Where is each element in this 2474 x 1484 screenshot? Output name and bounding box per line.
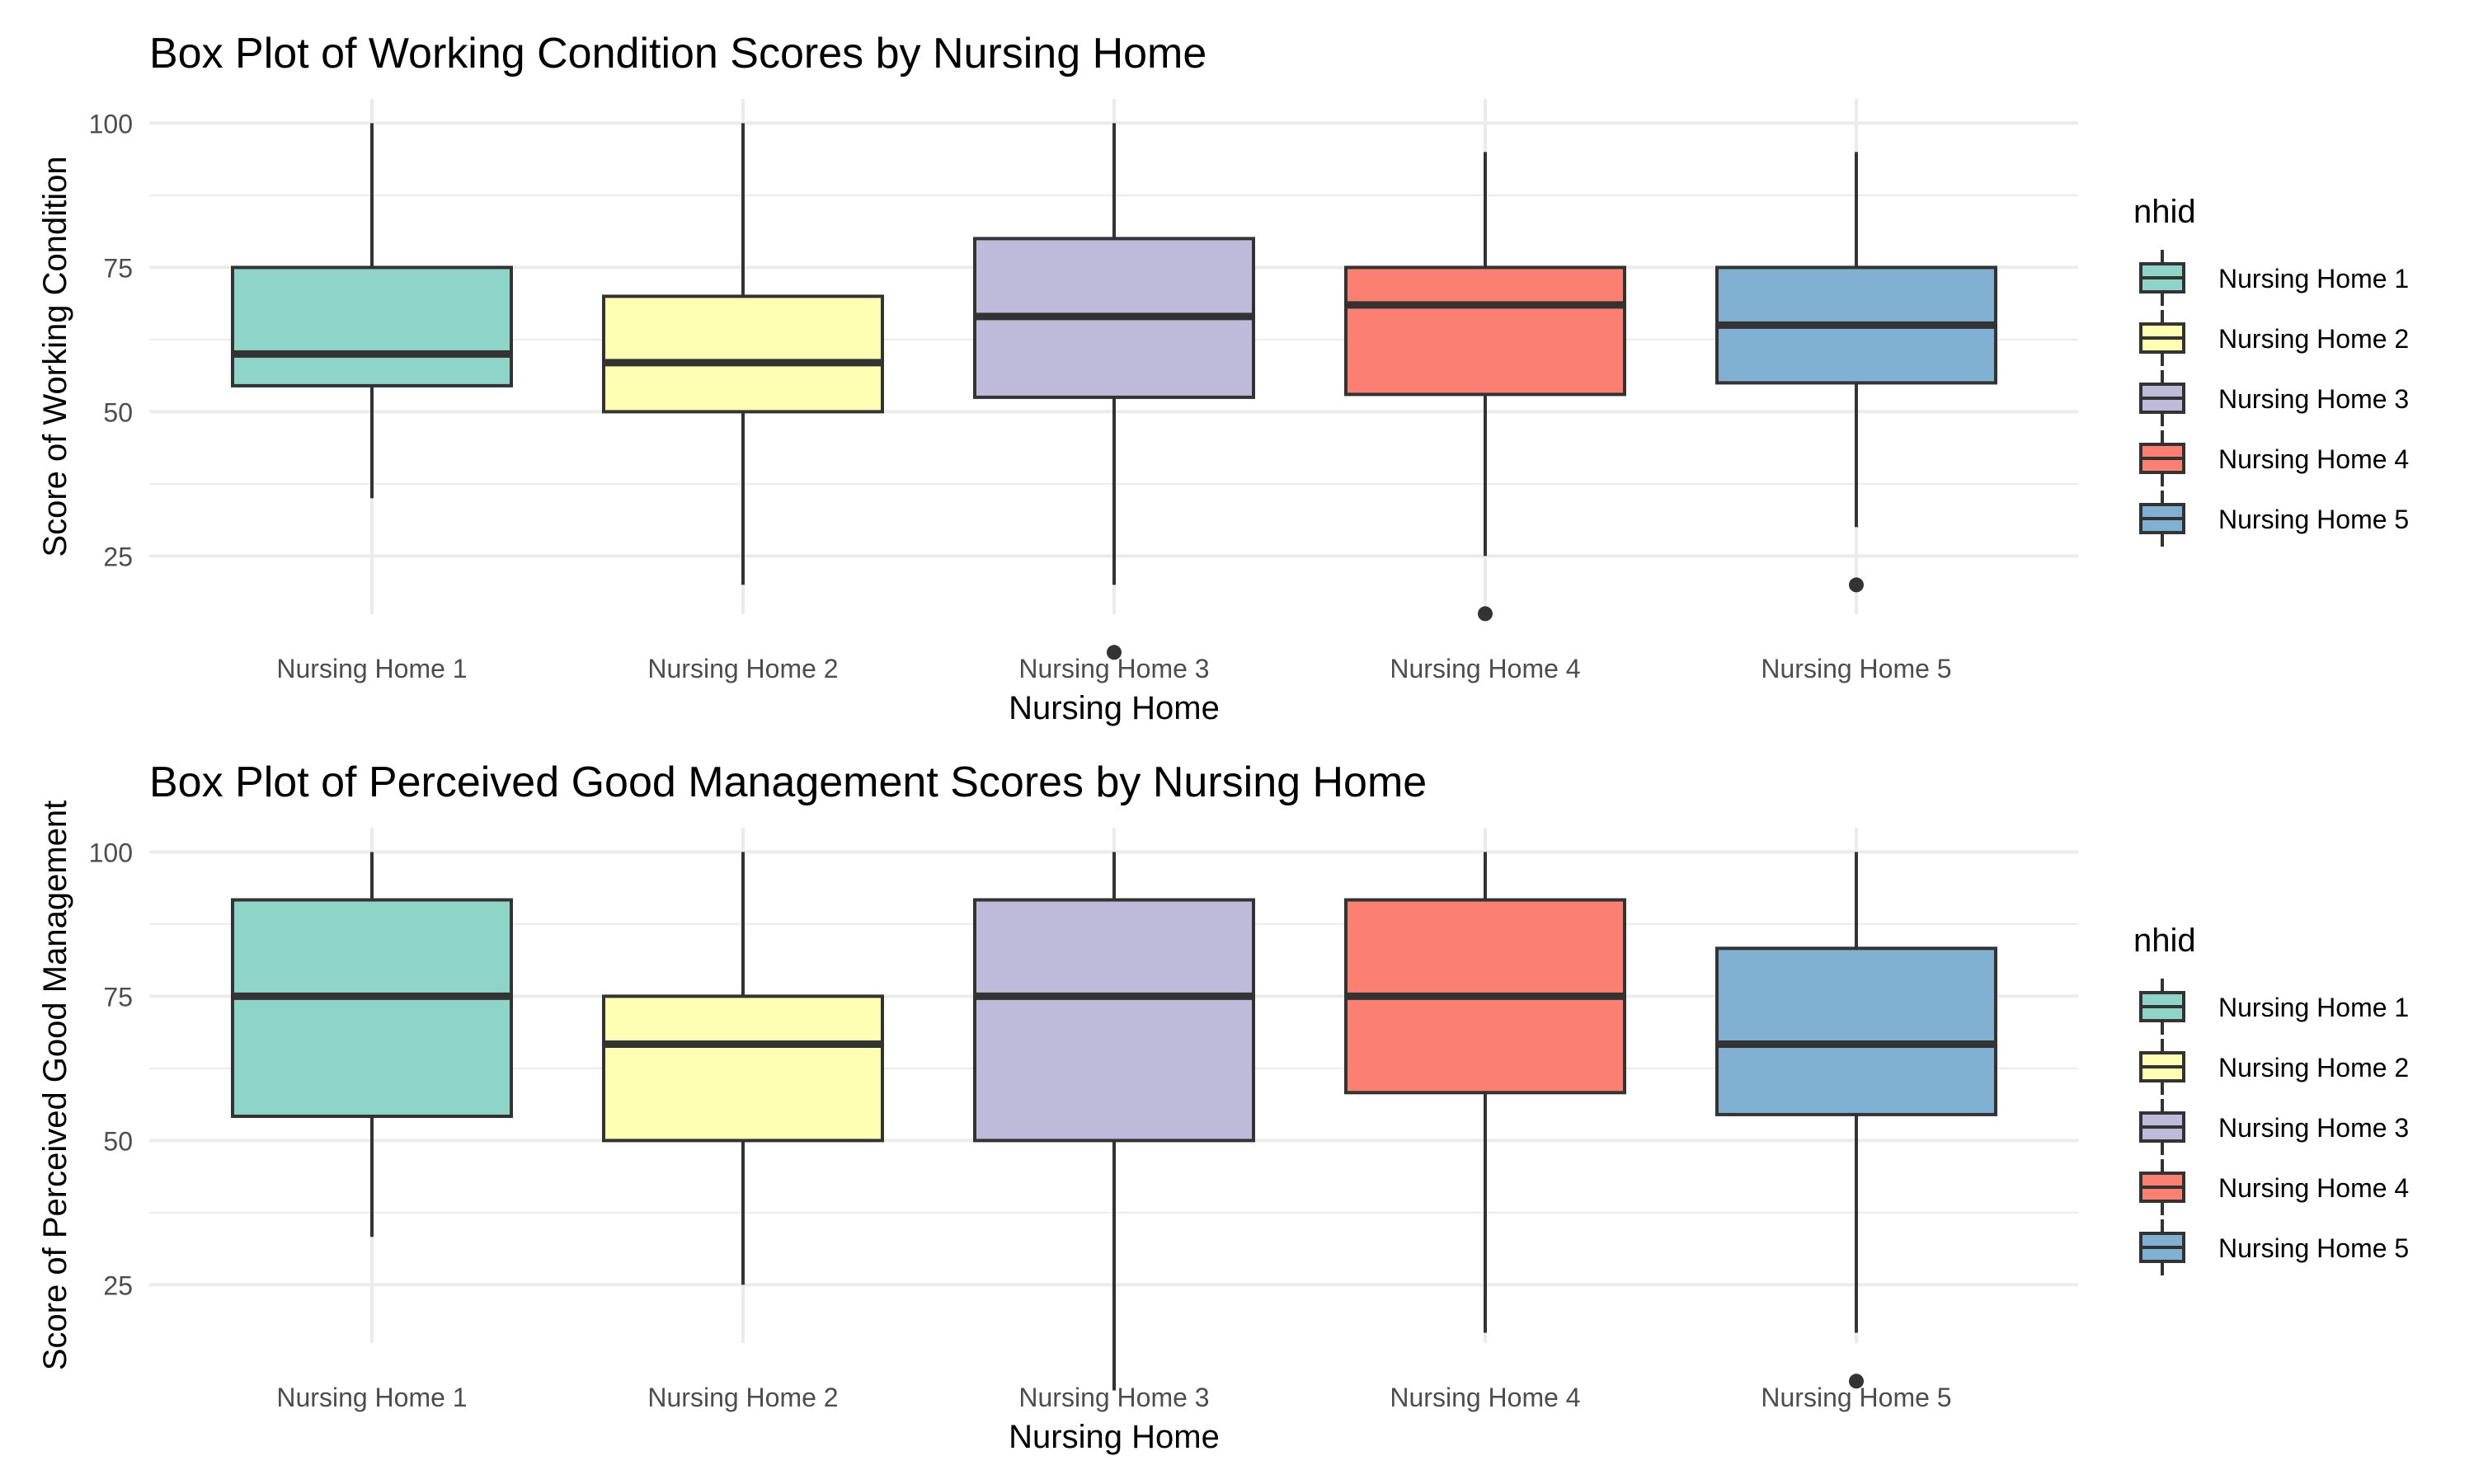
legend-label: Nursing Home 2 (2218, 1053, 2409, 1082)
legend-label: Nursing Home 5 (2218, 1233, 2409, 1263)
y-tick-label: 75 (103, 982, 133, 1012)
legend-item-3: Nursing Home 3 (2139, 1099, 2409, 1155)
legend-item-5: Nursing Home 5 (2139, 1219, 2409, 1275)
x-tick-label: Nursing Home 2 (647, 1383, 838, 1412)
box-body (973, 898, 1255, 1143)
outlier-point (1107, 645, 1122, 660)
y-tick-label: 50 (103, 397, 133, 427)
box-2 (602, 123, 884, 585)
legend-title: nhid (2133, 923, 2196, 959)
y-tick-label: 25 (103, 542, 133, 571)
legend-item-2: Nursing Home 2 (2139, 1039, 2409, 1095)
legend-label: Nursing Home 5 (2218, 505, 2409, 534)
box-3 (973, 852, 1255, 1391)
legend-item-4: Nursing Home 4 (2139, 430, 2409, 486)
box-body (231, 898, 513, 1118)
legend-label: Nursing Home 1 (2218, 264, 2409, 294)
box-5 (1715, 152, 1997, 593)
x-tick-label: Nursing Home 1 (276, 654, 467, 683)
box-4 (1344, 852, 1626, 1333)
legend-label: Nursing Home 4 (2218, 1173, 2409, 1203)
legend: nhid Nursing Home 1 Nursing Home 2 Nursing … (2133, 923, 2409, 1275)
box-5 (1715, 852, 1997, 1389)
chart-title: Box Plot of Perceived Good Management Sc… (149, 758, 1427, 806)
y-axis-label: Score of Perceived Good Management (37, 801, 73, 1371)
legend-item-1: Nursing Home 1 (2139, 250, 2409, 306)
box-body (231, 265, 513, 387)
box-body (1715, 946, 1997, 1116)
y-tick-label: 50 (103, 1126, 133, 1156)
x-tick-label: Nursing Home 5 (1761, 1383, 1951, 1412)
box-body (602, 994, 884, 1143)
legend-label: Nursing Home 1 (2218, 993, 2409, 1022)
legend-label: Nursing Home 4 (2218, 444, 2409, 474)
legend-item-5: Nursing Home 5 (2139, 491, 2409, 547)
box-2 (602, 852, 884, 1285)
chart-title: Box Plot of Working Condition Scores by … (149, 30, 1206, 77)
legend-label: Nursing Home 2 (2218, 324, 2409, 354)
x-tick-label: Nursing Home 4 (1390, 654, 1580, 683)
box-body (1344, 265, 1626, 397)
box-1 (231, 123, 513, 499)
x-axis-label: Nursing Home (1009, 690, 1220, 726)
legend: nhid Nursing Home 1 Nursing Home 2 Nursing … (2133, 194, 2409, 547)
x-tick-label: Nursing Home 3 (1018, 654, 1209, 683)
outlier-point (1849, 577, 1864, 593)
x-tick-label: Nursing Home 2 (647, 654, 838, 683)
y-tick-label: 100 (89, 838, 133, 867)
box-1 (231, 852, 513, 1237)
y-tick-label: 75 (103, 253, 133, 283)
legend-item-4: Nursing Home 4 (2139, 1159, 2409, 1215)
legend-item-3: Nursing Home 3 (2139, 370, 2409, 426)
legend-label: Nursing Home 3 (2218, 384, 2409, 414)
legend-item-2: Nursing Home 2 (2139, 310, 2409, 366)
x-tick-label: Nursing Home 1 (276, 1383, 467, 1412)
box-body (602, 294, 884, 414)
legend-title: nhid (2133, 194, 2196, 230)
outlier-point (1849, 1374, 1864, 1389)
x-tick-label: Nursing Home 4 (1390, 1383, 1580, 1412)
chart-panel-1: Box Plot of Working Condition Scores by … (37, 30, 2409, 726)
legend-item-1: Nursing Home 1 (2139, 979, 2409, 1035)
x-tick-label: Nursing Home 3 (1018, 1383, 1209, 1412)
x-tick-label: Nursing Home 5 (1761, 654, 1951, 683)
box-3 (973, 123, 1255, 660)
chart-panel-2: Box Plot of Perceived Good Management Sc… (37, 758, 2409, 1455)
y-tick-label: 100 (89, 109, 133, 139)
y-axis-label: Score of Working Condition (37, 156, 73, 556)
outlier-point (1478, 606, 1493, 622)
y-tick-label: 25 (103, 1270, 133, 1300)
x-axis-label: Nursing Home (1009, 1419, 1220, 1455)
legend-label: Nursing Home 3 (2218, 1113, 2409, 1143)
box-4 (1344, 152, 1626, 622)
